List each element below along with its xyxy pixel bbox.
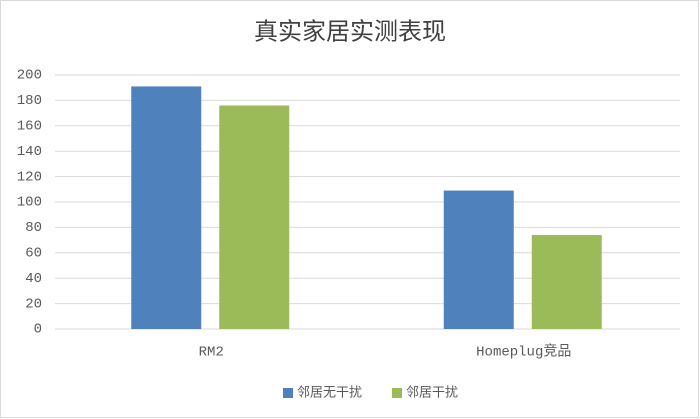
legend-label: 邻居无干扰 (297, 386, 362, 401)
y-tick-label: 60 (25, 246, 42, 262)
legend-label: 邻居干扰 (406, 386, 458, 401)
x-tick-label: Homeplug竞品 (476, 343, 571, 361)
chart-title: 真实家居实测表现 (254, 18, 446, 46)
y-tick-label: 80 (25, 220, 42, 236)
y-tick-label: 0 (34, 322, 42, 338)
y-tick-label: 120 (17, 169, 42, 185)
legend-swatch (283, 388, 293, 398)
bar (443, 190, 514, 329)
y-tick-label: 200 (17, 68, 42, 84)
y-tick-label: 140 (17, 144, 42, 160)
bar (531, 235, 602, 329)
x-tick-label: RM2 (199, 345, 224, 361)
y-tick-label: 40 (25, 271, 42, 287)
y-tick-label: 180 (17, 93, 42, 109)
bar (219, 105, 290, 329)
y-tick-label: 20 (25, 296, 42, 312)
legend-swatch (392, 388, 402, 398)
y-tick-label: 160 (17, 119, 42, 135)
y-tick-label: 100 (17, 195, 42, 211)
bar (131, 86, 202, 330)
